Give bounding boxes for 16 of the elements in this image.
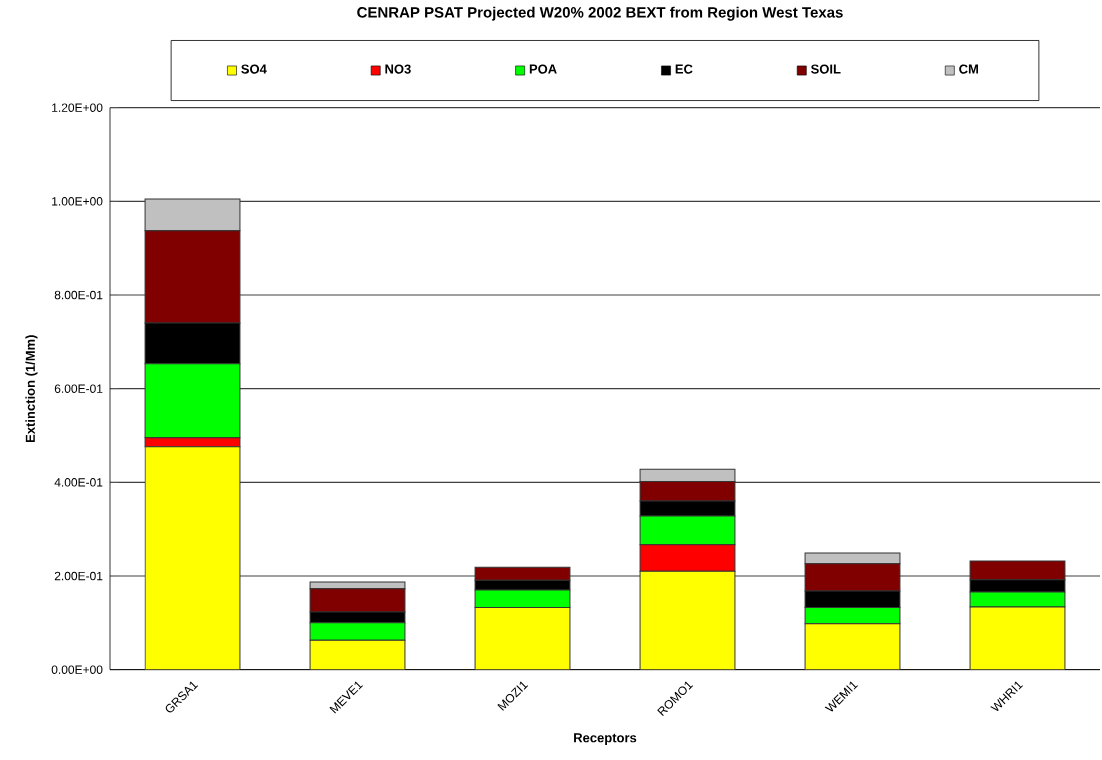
legend-label: POA [529,64,557,74]
y-tick-label: 1.20E+00 [52,103,103,113]
y-tick-label: 2.00E-01 [54,571,103,581]
legend-label: NO3 [385,64,411,74]
legend-label: SO4 [241,64,267,74]
legend-label: EC [675,64,693,74]
y-axis-title: Extinction (1/Mm) [25,335,38,443]
legend-label: CM [959,64,978,74]
y-tick-label: 8.00E-01 [54,290,103,300]
chart-title: CENRAP PSAT Projected W20% 2002 BEXT from Region West Texas [357,6,843,21]
x-axis-title: Receptors [574,733,637,746]
y-tick-label: 6.00E-01 [54,384,103,394]
y-tick-label: 0.00E+00 [51,665,103,675]
y-tick-label: 4.00E-01 [54,478,103,487]
legend-label: SOIL [810,64,841,74]
y-tick-label: 1.00E+00 [52,197,103,206]
